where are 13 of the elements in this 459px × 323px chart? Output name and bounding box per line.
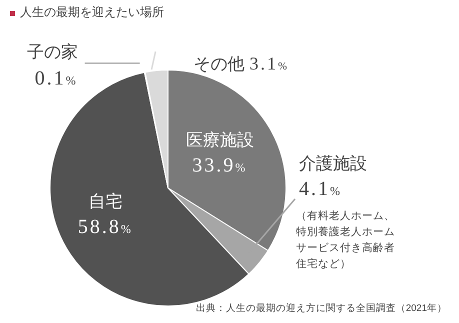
slice-label: 子の家 xyxy=(26,42,78,62)
data-label: 4.1% xyxy=(299,178,342,200)
slice-label: 医療施設 xyxy=(186,130,254,150)
text: （有料老人ホーム、特別養護老人ホームサービス付き高齢者住宅など） xyxy=(296,209,396,272)
data-label: 33.9% xyxy=(192,154,248,177)
source-note: 出典：人生の最期の迎え方に関する全国調査（2021年） xyxy=(196,302,447,315)
data-label: 0.1% xyxy=(34,67,78,90)
chart-title: 人生の最期を迎えたい場所 xyxy=(20,4,164,21)
slice-label: 自宅 xyxy=(88,192,122,211)
data-label: 3.1% xyxy=(250,54,290,74)
data-label: 58.8% xyxy=(78,216,133,238)
legend-label: その他 xyxy=(194,54,245,74)
slice-label: 介護施設 xyxy=(299,154,367,173)
